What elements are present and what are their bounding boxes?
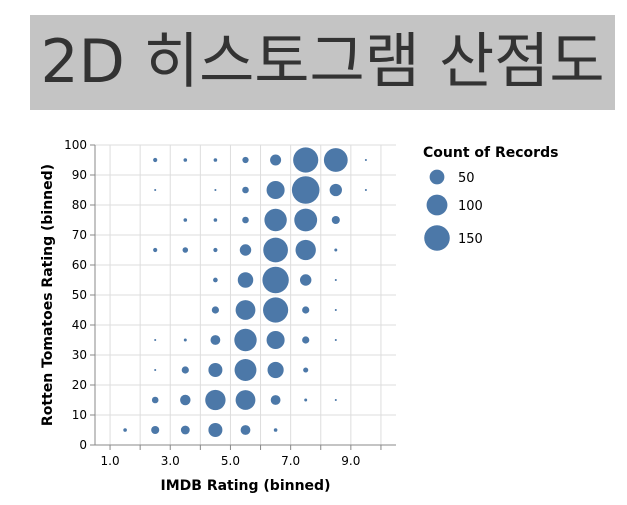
data-point bbox=[211, 306, 220, 314]
data-point bbox=[237, 272, 254, 288]
data-point bbox=[267, 361, 284, 379]
data-point bbox=[302, 306, 310, 314]
axes: 0 10 20 30 40 50 60 70 80 90 100 1.0 3.0 5.0 7.0 9.0 bbox=[64, 138, 396, 468]
y-tick-label: 90 bbox=[72, 168, 87, 182]
size-legend: Count of Records 50 100 150 bbox=[423, 145, 558, 251]
data-point bbox=[334, 308, 337, 312]
legend-title: Count of Records bbox=[423, 145, 558, 161]
data-point bbox=[240, 425, 251, 435]
legend-label: 100 bbox=[458, 199, 483, 214]
data-point bbox=[239, 244, 252, 256]
data-point bbox=[334, 338, 337, 342]
data-point bbox=[299, 274, 312, 286]
x-axis-title: IMDB Rating (binned) bbox=[161, 478, 331, 494]
data-point bbox=[270, 154, 282, 166]
x-tick-label: 5.0 bbox=[221, 454, 240, 468]
data-point bbox=[270, 395, 281, 405]
y-tick-label: 50 bbox=[72, 288, 87, 302]
data-point bbox=[294, 208, 318, 232]
y-axis-title: Rotten Tomatoes Rating (binned) bbox=[40, 164, 56, 426]
data-point bbox=[293, 147, 319, 173]
page-title: 2D 히스토그램 산점도 bbox=[40, 27, 605, 97]
data-point bbox=[235, 300, 256, 320]
data-point bbox=[213, 218, 218, 222]
legend-label: 150 bbox=[458, 232, 483, 247]
data-point bbox=[151, 396, 159, 404]
y-tick-label: 60 bbox=[72, 258, 87, 272]
data-point bbox=[183, 218, 188, 222]
data-point bbox=[183, 338, 187, 342]
data-point bbox=[334, 398, 337, 402]
data-point bbox=[242, 216, 249, 224]
data-point bbox=[213, 158, 218, 162]
data-point bbox=[263, 237, 288, 263]
data-point bbox=[181, 366, 189, 374]
data-point bbox=[263, 297, 289, 323]
data-point bbox=[151, 425, 160, 435]
data-point bbox=[364, 188, 367, 192]
data-point bbox=[213, 277, 218, 283]
data-point bbox=[242, 156, 249, 164]
data-point bbox=[183, 158, 188, 162]
data-point bbox=[331, 215, 340, 225]
data-point bbox=[213, 247, 218, 253]
data-point bbox=[266, 330, 285, 350]
data-point bbox=[234, 328, 257, 352]
legend-symbol bbox=[426, 194, 448, 216]
data-point bbox=[205, 389, 226, 411]
data-point bbox=[182, 247, 189, 253]
data-point bbox=[334, 248, 338, 252]
y-tick-label: 80 bbox=[72, 198, 87, 212]
data-point bbox=[235, 390, 256, 410]
x-tick-label: 1.0 bbox=[101, 454, 120, 468]
data-point bbox=[208, 423, 223, 437]
data-point bbox=[302, 336, 310, 344]
data-point bbox=[266, 180, 285, 200]
data-point bbox=[242, 186, 249, 194]
data-point bbox=[304, 398, 308, 402]
x-tick-label: 3.0 bbox=[161, 454, 180, 468]
data-point bbox=[364, 158, 367, 162]
legend-symbol bbox=[429, 169, 445, 185]
y-tick-label: 0 bbox=[79, 438, 87, 452]
data-point bbox=[291, 176, 320, 204]
data-point bbox=[295, 239, 316, 261]
data-point bbox=[180, 425, 190, 435]
data-point bbox=[123, 428, 127, 432]
legend-label: 50 bbox=[458, 171, 475, 186]
title-banner: 2D 히스토그램 산점도 bbox=[30, 15, 615, 110]
data-point bbox=[153, 157, 158, 163]
data-point bbox=[214, 188, 217, 192]
y-tick-label: 100 bbox=[64, 138, 87, 152]
y-tick-label: 40 bbox=[72, 318, 87, 332]
data-point bbox=[273, 428, 278, 432]
y-tick-label: 30 bbox=[72, 348, 87, 362]
data-point bbox=[154, 188, 157, 192]
data-point bbox=[153, 247, 158, 253]
y-tick-label: 70 bbox=[72, 228, 87, 242]
data-point bbox=[210, 335, 221, 345]
y-tick-label: 20 bbox=[72, 378, 87, 392]
data-point bbox=[154, 368, 157, 372]
data-point bbox=[262, 266, 289, 294]
data-point bbox=[303, 367, 309, 373]
points-layer bbox=[123, 147, 367, 437]
legend-symbol bbox=[424, 225, 450, 251]
data-point bbox=[264, 208, 287, 232]
x-tick-label: 9.0 bbox=[341, 454, 360, 468]
data-point bbox=[234, 359, 257, 381]
y-tick-label: 10 bbox=[72, 408, 87, 422]
grid bbox=[95, 144, 396, 446]
data-point bbox=[180, 394, 191, 406]
x-tick-label: 7.0 bbox=[281, 454, 300, 468]
data-point bbox=[334, 278, 337, 282]
data-point bbox=[323, 148, 348, 172]
data-point bbox=[208, 363, 223, 377]
data-point bbox=[329, 183, 342, 197]
data-point bbox=[154, 338, 157, 342]
